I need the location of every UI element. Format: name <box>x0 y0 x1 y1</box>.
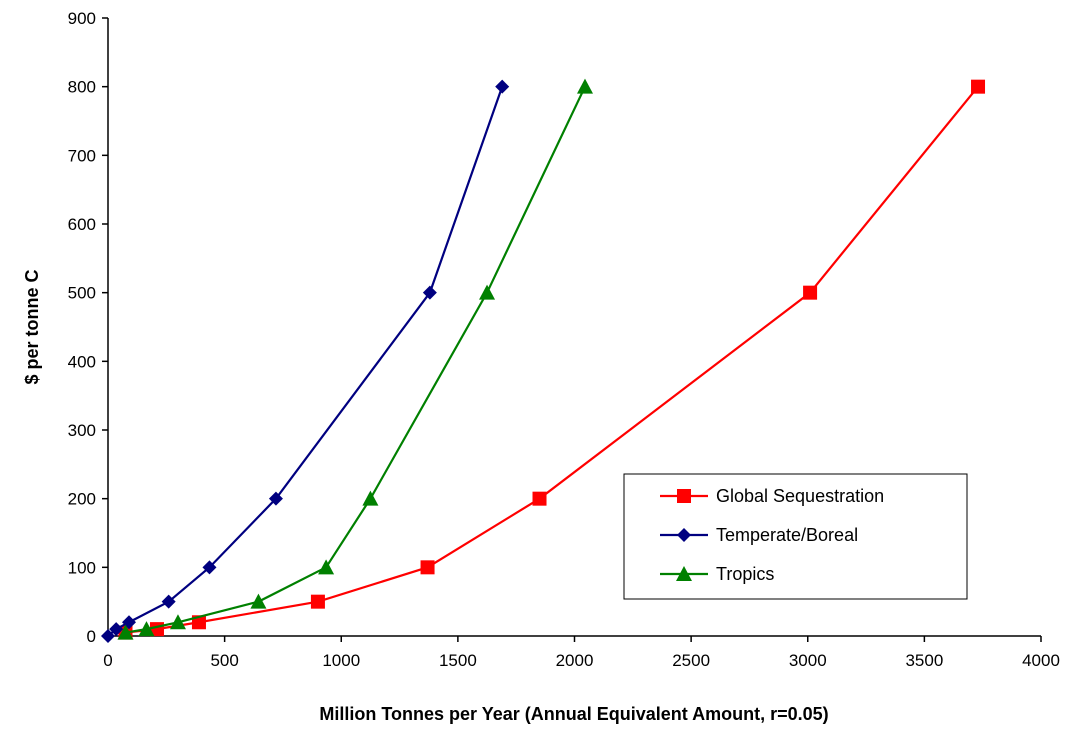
y-tick-label: 800 <box>68 78 96 97</box>
series-tropics <box>117 78 593 640</box>
y-tick-label: 100 <box>68 558 96 577</box>
series-global-sequestration <box>118 79 986 640</box>
x-tick-label: 4000 <box>1022 651 1060 670</box>
y-tick-label: 900 <box>68 9 96 28</box>
data-point-global-sequestration <box>420 560 435 575</box>
legend-marker <box>676 566 692 581</box>
x-axis-title: Million Tonnes per Year (Annual Equivale… <box>319 704 828 724</box>
data-point-tropics <box>479 284 496 300</box>
data-point-global-sequestration <box>310 594 325 609</box>
data-point-global-sequestration <box>971 79 986 94</box>
x-tick-label: 3500 <box>905 651 943 670</box>
data-point-temperate-boreal <box>101 629 115 643</box>
data-point-tropics <box>576 78 593 94</box>
legend-marker <box>677 489 691 503</box>
legend-label: Tropics <box>716 564 774 584</box>
y-tick-label: 0 <box>87 627 96 646</box>
x-tick-label: 500 <box>210 651 238 670</box>
x-tick-label: 2500 <box>672 651 710 670</box>
data-point-temperate-boreal <box>268 491 283 506</box>
y-axis-title: $ per tonne C <box>22 269 42 384</box>
y-tick-label: 500 <box>68 284 96 303</box>
legend-entry-tropics: Tropics <box>660 564 774 584</box>
series-layer <box>101 78 986 643</box>
x-tick-label: 1000 <box>322 651 360 670</box>
y-tick-label: 600 <box>68 215 96 234</box>
legend: Global Sequestration Temperate/Boreal Trop… <box>623 473 968 600</box>
legend-entry-temperate-boreal: Temperate/Boreal <box>660 525 858 545</box>
y-tick-label: 200 <box>68 490 96 509</box>
data-point-temperate-boreal <box>161 594 176 609</box>
series-line-tropics <box>125 86 586 634</box>
data-point-tropics <box>117 624 134 640</box>
data-point-tropics <box>138 621 155 637</box>
data-point-tropics <box>250 593 267 609</box>
data-point-tropics <box>362 490 379 506</box>
data-point-temperate-boreal <box>202 560 217 575</box>
data-point-temperate-boreal <box>422 285 437 300</box>
x-tick-label: 3000 <box>789 651 827 670</box>
x-tick-label: 2000 <box>556 651 594 670</box>
data-point-temperate-boreal <box>495 79 510 94</box>
data-point-global-sequestration <box>532 491 547 506</box>
ticks: 0 500 1000 1500 2000 2500 3000 3500 4000 0 100 200 3… <box>68 9 1060 670</box>
legend-marker <box>677 528 691 542</box>
data-point-global-sequestration <box>803 285 818 300</box>
y-tick-label: 300 <box>68 421 96 440</box>
data-point-temperate-boreal <box>109 622 124 637</box>
legend-label: Global Sequestration <box>716 486 884 506</box>
x-tick-label: 1500 <box>439 651 477 670</box>
data-point-tropics <box>318 559 335 575</box>
series-line-temperate-boreal <box>107 86 504 637</box>
legend-entry-global-sequestration: Global Sequestration <box>660 486 884 506</box>
data-point-tropics <box>169 614 186 630</box>
y-tick-label: 400 <box>68 352 96 371</box>
legend-label: Temperate/Boreal <box>716 525 858 545</box>
y-tick-label: 700 <box>68 146 96 165</box>
series-temperate-boreal <box>101 79 510 643</box>
x-tick-label: 0 <box>103 651 112 670</box>
